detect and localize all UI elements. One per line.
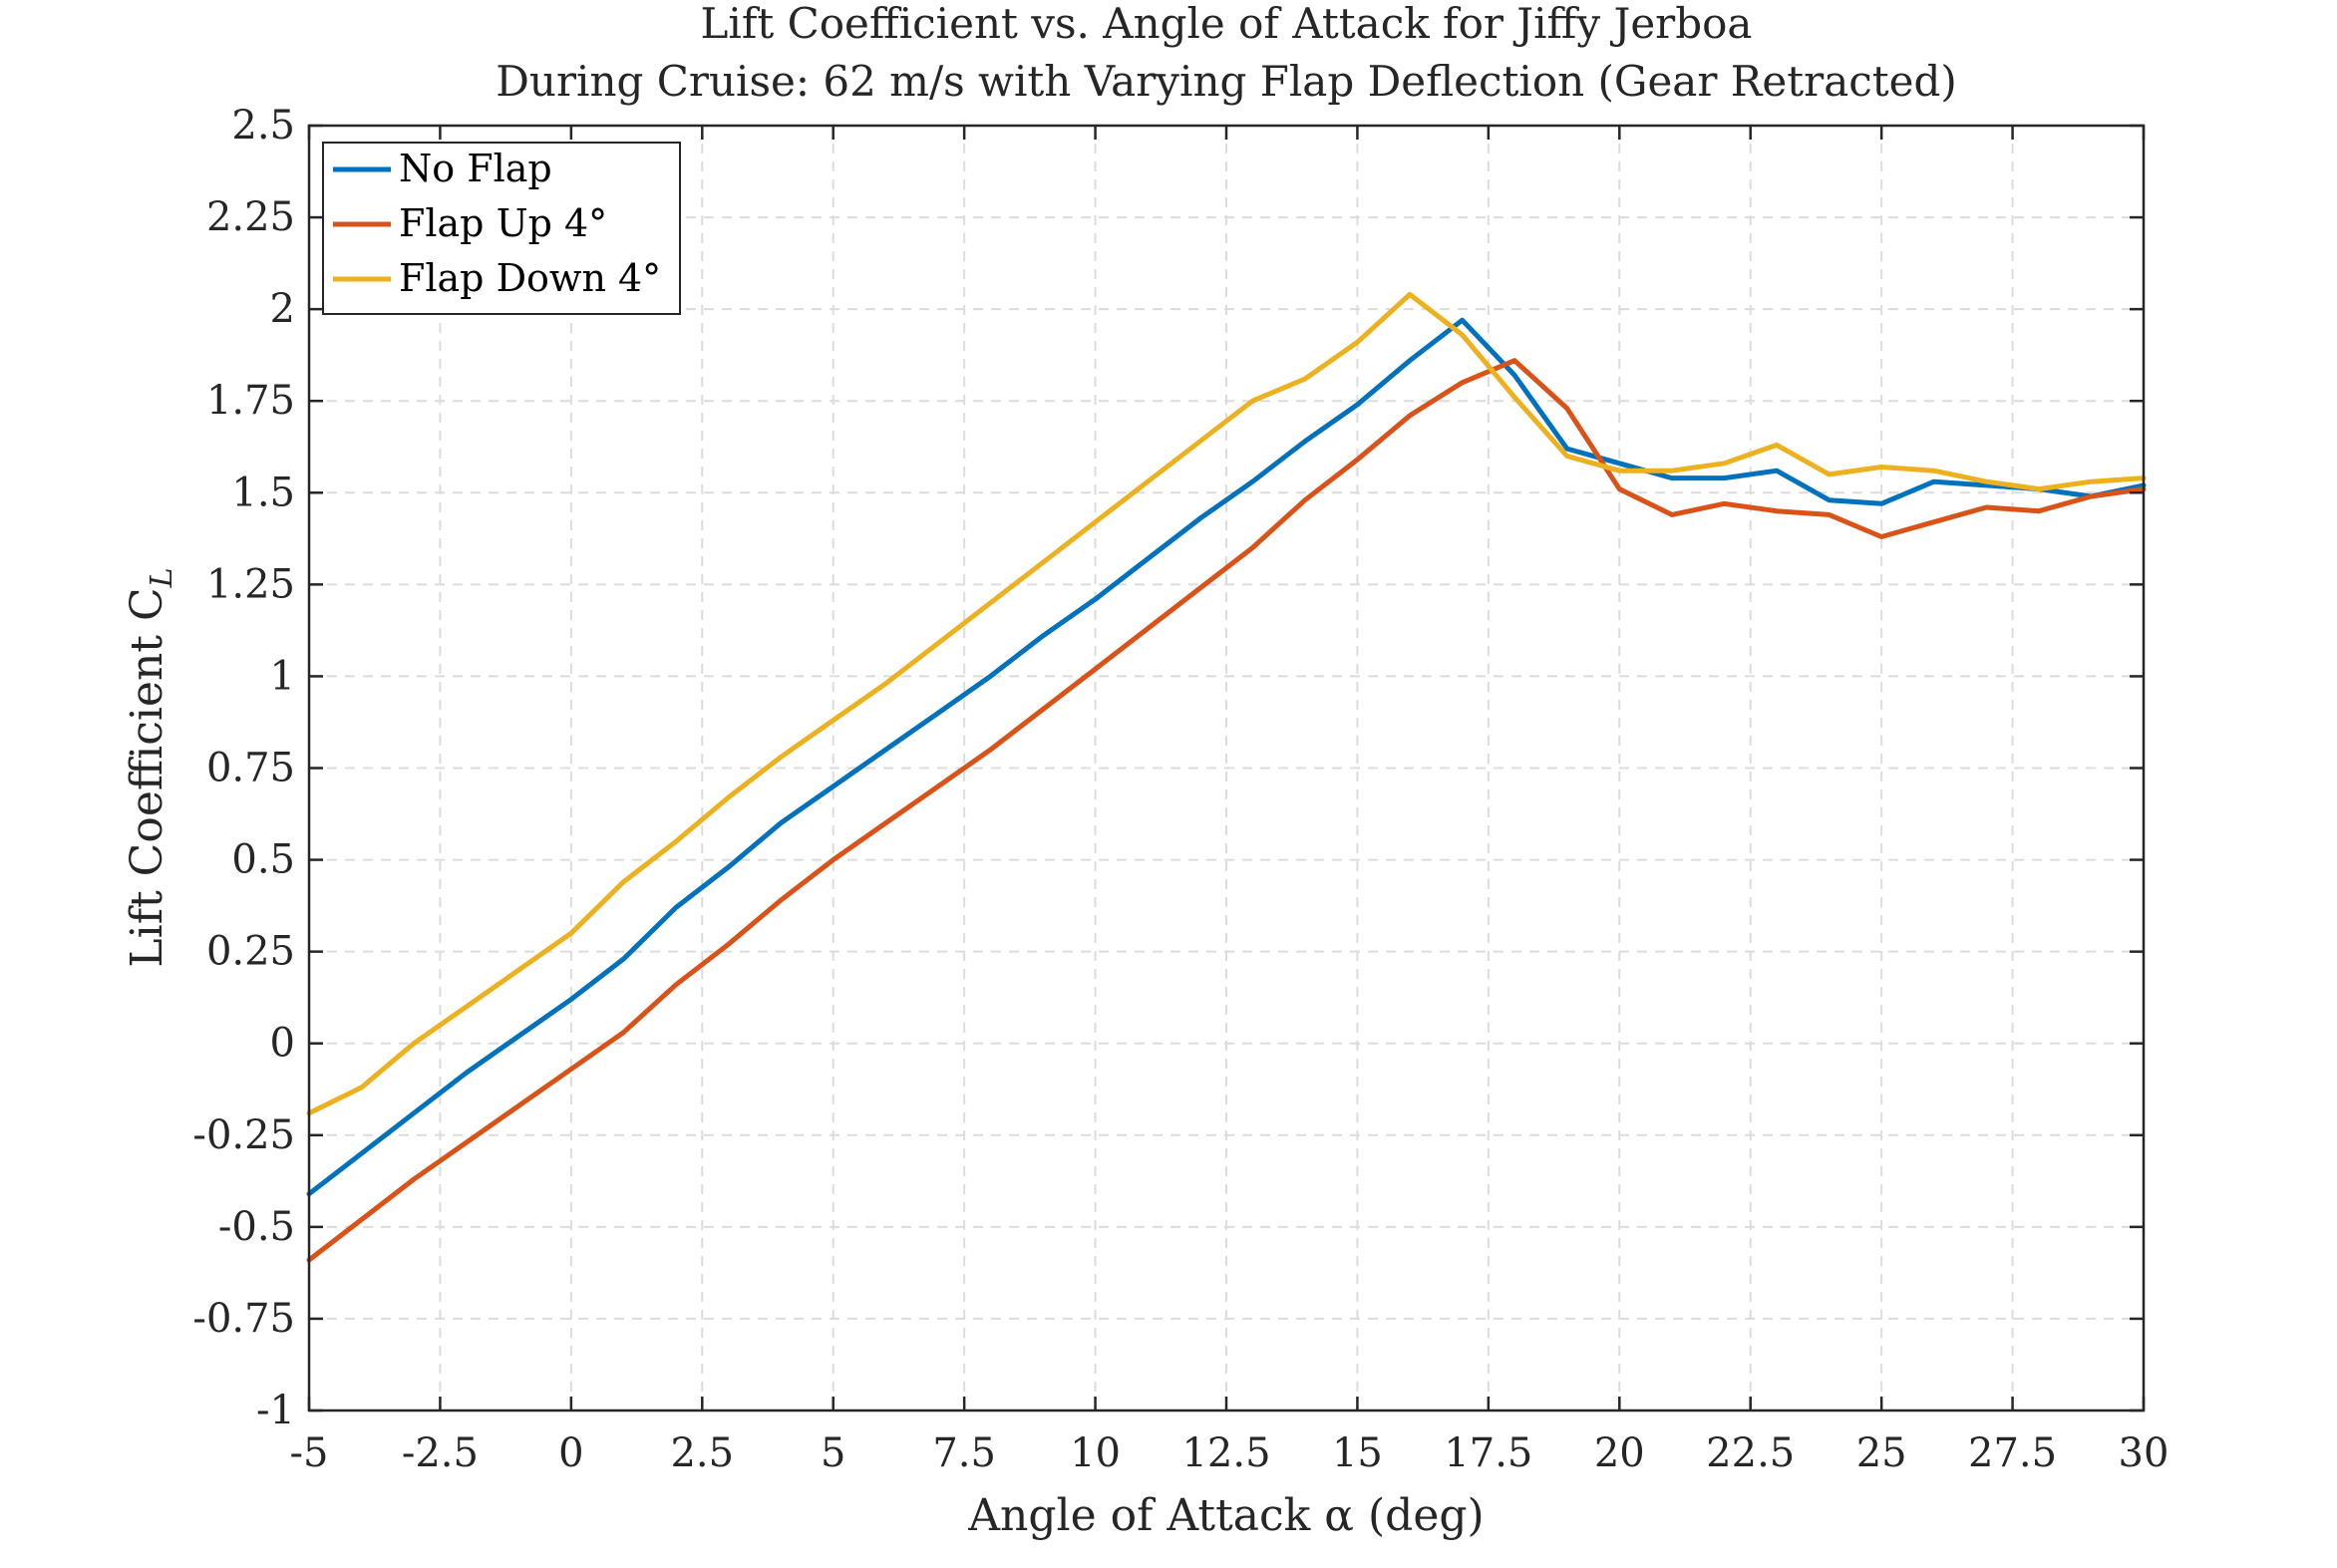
legend: No Flap Flap Up 4° Flap Down 4° bbox=[322, 142, 681, 315]
series-line-2 bbox=[306, 358, 2147, 1263]
x-tick-label: 0 bbox=[558, 1430, 583, 1476]
x-tick-label: 15 bbox=[1332, 1430, 1383, 1476]
x-tick-label: 22.5 bbox=[1706, 1430, 1795, 1476]
y-tick-label: 1.25 bbox=[206, 561, 295, 607]
legend-label: No Flap bbox=[399, 147, 552, 190]
y-tick-label: 0.75 bbox=[206, 746, 295, 791]
y-tick-label: 1.75 bbox=[206, 378, 295, 424]
y-axis-label-main: Lift Coefficient C bbox=[122, 587, 172, 967]
x-tick-label: 30 bbox=[2119, 1430, 2170, 1476]
y-tick-label: 2.25 bbox=[206, 194, 295, 240]
x-tick-label: 5 bbox=[821, 1430, 845, 1476]
series-line-3 bbox=[306, 291, 2147, 1116]
y-tick-label: -0.25 bbox=[192, 1112, 295, 1158]
series-line-1 bbox=[306, 317, 2147, 1197]
x-axis-label: Angle of Attack α (deg) bbox=[967, 1490, 1484, 1541]
axis-ticks bbox=[307, 124, 2146, 1412]
y-tick-label: 1.5 bbox=[231, 470, 295, 515]
grid-lines bbox=[308, 125, 2145, 1411]
y-tick-label: 1 bbox=[270, 653, 295, 699]
y-tick-label: 0.5 bbox=[231, 837, 295, 883]
x-tick-label: 20 bbox=[1594, 1430, 1645, 1476]
y-tick-label: -1 bbox=[256, 1388, 295, 1433]
x-tick-label: 7.5 bbox=[932, 1430, 996, 1476]
y-axis-label: Lift Coefficient CL bbox=[122, 567, 179, 967]
y-tick-labels: -1 -0.75 -0.5 -0.25 0 0.25 0.5 0.75 1 1.25 1.5 1.75… bbox=[192, 103, 295, 1433]
legend-label: Flap Up 4° bbox=[399, 201, 607, 245]
x-tick-label: 2.5 bbox=[670, 1430, 734, 1476]
x-tick-label: 27.5 bbox=[1968, 1430, 2057, 1476]
x-tick-label: -2.5 bbox=[402, 1430, 479, 1476]
y-tick-label: 2.5 bbox=[231, 103, 295, 149]
x-tick-label: 17.5 bbox=[1444, 1430, 1532, 1476]
chart-subtitle: During Cruise: 62 m/s with Varying Flap … bbox=[496, 57, 1957, 106]
y-tick-label: 0.25 bbox=[206, 929, 295, 975]
y-tick-label: -0.75 bbox=[192, 1296, 295, 1342]
chart-title: Lift Coefficient vs. Angle of Attack for… bbox=[701, 0, 1753, 48]
x-tick-label: 10 bbox=[1070, 1430, 1121, 1476]
y-tick-label: 0 bbox=[270, 1021, 295, 1067]
y-axis-label-subscript: L bbox=[145, 567, 179, 588]
x-tick-label: 25 bbox=[1856, 1430, 1907, 1476]
legend-label: Flap Down 4° bbox=[399, 256, 661, 300]
series-lines bbox=[306, 291, 2147, 1263]
x-tick-labels: -5 -2.5 0 2.5 5 7.5 10 12.5 15 17.5 20 22.5 25 27.5 30 bbox=[290, 1430, 2170, 1476]
x-tick-label: -5 bbox=[290, 1430, 329, 1476]
x-tick-label: 12.5 bbox=[1181, 1430, 1270, 1476]
y-tick-label: -0.5 bbox=[218, 1204, 295, 1250]
y-tick-label: 2 bbox=[270, 286, 295, 332]
